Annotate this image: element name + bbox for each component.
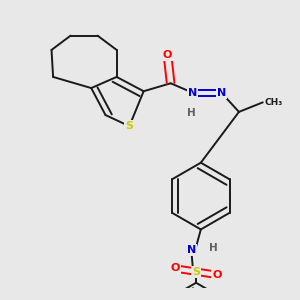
Text: N: N (188, 88, 197, 98)
Text: O: O (163, 50, 172, 60)
Text: H: H (209, 244, 218, 254)
Text: S: S (192, 267, 200, 277)
Text: O: O (171, 263, 180, 274)
Text: S: S (125, 121, 134, 131)
Text: O: O (212, 270, 221, 280)
Text: N: N (217, 88, 226, 98)
Text: CH₃: CH₃ (264, 98, 283, 107)
Text: H: H (187, 109, 196, 118)
Text: N: N (187, 245, 196, 255)
